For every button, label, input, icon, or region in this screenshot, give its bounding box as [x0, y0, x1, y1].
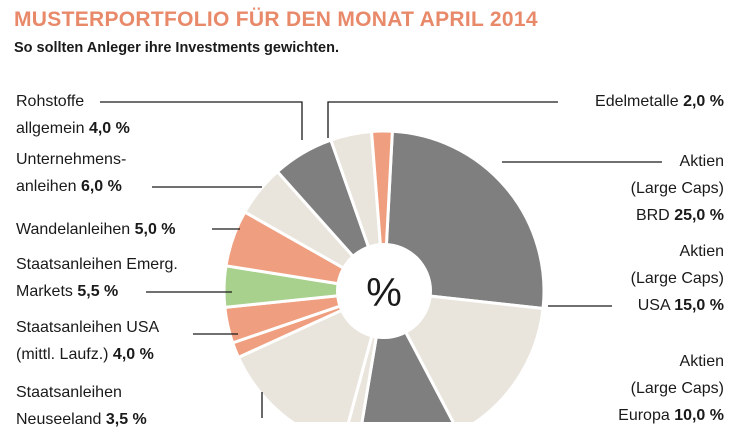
label-wandelanleihen: Wandelanleihen 5,0 %: [16, 221, 176, 238]
label-rohstoffe: Rohstoffe allgemein 4,0 %: [16, 93, 130, 137]
label-edelmetalle: Edelmetalle 2,0 %: [595, 93, 724, 110]
label-staatsanleihen-emerg: Staatsanleihen Emerg. Markets 5,5 %: [16, 256, 178, 300]
label-staatsanleihen-neuseeland: Staatsanleihen Neuseeland 3,5 %: [16, 384, 147, 428]
donut-hole: [336, 243, 432, 339]
label-aktien-usa: Aktien (Large Caps) USA 15,0 %: [630, 243, 724, 314]
chart-title: MUSTERPORTFOLIO FÜR DEN MONAT APRIL 2014: [14, 8, 538, 31]
label-staatsanleihen-usa: Staatsanleihen USA (mittl. Laufz.) 4,0 %: [16, 319, 160, 363]
center-percent-symbol: %: [366, 271, 402, 315]
label-aktien-brd: Aktien (Large Caps) BRD 25,0 %: [630, 153, 724, 224]
chart-subtitle: So sollten Anleger ihre Investments gewi…: [14, 40, 339, 56]
leader-line-rohstoffe: [100, 101, 303, 140]
pie-slice-12: [369, 129, 394, 292]
pie-slice-4: [236, 288, 387, 422]
leader-line-edel: [327, 101, 558, 138]
pie-slice-1: [381, 289, 545, 422]
pie-slice-0: [382, 129, 546, 311]
pie-chart: %: [100, 101, 662, 422]
label-unternehmensanleihen: Unternehmens- anleihen 6,0 %: [16, 151, 127, 195]
label-aktien-europa: Aktien (Large Caps) Europa 10,0 %: [618, 353, 724, 424]
